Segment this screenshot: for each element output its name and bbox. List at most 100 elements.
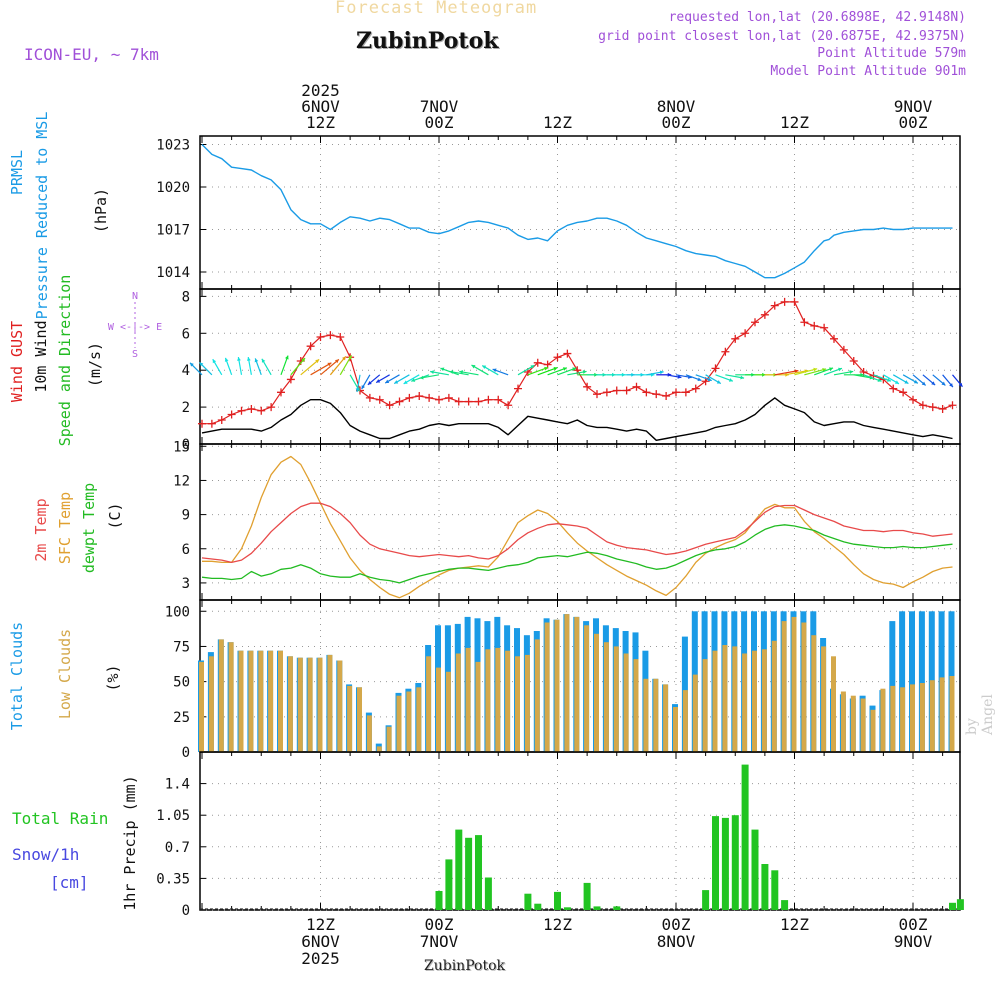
bottom-time-label: 2025 xyxy=(301,949,340,968)
gust-marker xyxy=(365,393,374,402)
wind-arrow-head xyxy=(189,362,194,367)
precip-bar xyxy=(563,907,571,910)
wind-arrow-head xyxy=(261,358,266,363)
gust-marker xyxy=(286,375,295,384)
rain-label: Total Rain xyxy=(12,809,108,828)
precip-bar xyxy=(712,816,719,910)
gust-marker xyxy=(672,388,680,397)
low-cloud-bar xyxy=(199,661,204,752)
top-time-label: 12Z xyxy=(306,113,335,132)
gust-marker xyxy=(207,419,216,428)
wind-arrow-head xyxy=(562,367,567,371)
low-cloud-bar xyxy=(396,695,402,752)
gust-marker xyxy=(277,388,285,397)
snow-label: Snow/1h xyxy=(12,845,79,864)
wind-arrow xyxy=(833,370,854,376)
y-tick-label: 0 xyxy=(182,903,190,919)
precip-bar xyxy=(435,891,443,910)
wind-arrow xyxy=(254,358,262,376)
low-cloud-bar xyxy=(317,657,323,752)
wind-arrow xyxy=(932,374,946,386)
dewpoint-line xyxy=(201,524,953,584)
gust-marker xyxy=(474,397,483,406)
precip-bar xyxy=(534,903,542,910)
y-tick-label: 12 xyxy=(173,473,190,489)
top-time-label: 00Z xyxy=(425,113,454,132)
low-cloud-bar xyxy=(910,684,915,752)
point-altitude: Point Altitude 579m xyxy=(817,46,966,61)
gust-marker xyxy=(889,384,898,393)
wind-arrow-shaft xyxy=(794,368,818,376)
wind-arrow xyxy=(892,374,909,385)
wind-speed-line xyxy=(201,397,953,441)
wind-arrow-head xyxy=(430,370,434,375)
temp-unit: (C) xyxy=(106,502,124,529)
wind-arrow xyxy=(481,365,499,376)
top-time-label: 2025 xyxy=(301,81,340,100)
gust-marker xyxy=(405,393,414,402)
model-altitude: Model Point Altitude 901m xyxy=(770,64,966,79)
panel-precip: 0 0.35 0.7 1.05 1.4 xyxy=(156,751,964,919)
wind-arrow xyxy=(902,374,919,384)
wind-arrow-head xyxy=(572,367,577,371)
gust-marker xyxy=(494,395,503,404)
wind-arrow xyxy=(384,374,400,384)
wind-arrow xyxy=(393,374,410,385)
wind-arrow xyxy=(246,356,252,375)
wind-arrow-head xyxy=(348,355,352,360)
gust-marker xyxy=(237,406,246,415)
precip-bar xyxy=(583,882,591,910)
wind-arrow-head xyxy=(385,379,390,384)
wind-arrow xyxy=(189,362,203,376)
low-cloud-bar xyxy=(603,642,609,752)
wind-arrow-head xyxy=(740,375,745,380)
wind-arrow xyxy=(355,374,361,393)
snow-unit: [cm] xyxy=(50,873,89,892)
gust-marker xyxy=(484,395,493,404)
low-cloud-bar xyxy=(386,726,392,752)
wind-arrow-head xyxy=(716,380,721,384)
temp-2m-label: 2m Temp xyxy=(32,498,50,561)
total-clouds-label: Total Clouds xyxy=(8,622,26,730)
wind-arrow-head xyxy=(212,359,217,364)
wind-arrow-head xyxy=(530,365,535,369)
wind-arrow-head xyxy=(449,370,454,374)
wind-arrow-head xyxy=(894,380,899,384)
wind-arrow xyxy=(527,366,549,376)
y-tick-label: 1017 xyxy=(156,223,190,239)
low-cloud-bar xyxy=(860,698,866,752)
precip-bar xyxy=(781,900,789,910)
precip-bar xyxy=(593,906,601,910)
gust-marker xyxy=(909,395,917,404)
precip-bar xyxy=(484,877,492,910)
compass-s: S xyxy=(132,349,138,360)
y-tick-label: 1023 xyxy=(156,138,190,154)
low-cloud-bar xyxy=(238,650,244,752)
wind-arrow-shaft xyxy=(527,366,549,376)
low-cloud-bar xyxy=(870,709,876,752)
wind-arrow-head xyxy=(849,370,854,374)
panel-clouds: 0 25 50 75 100 xyxy=(165,599,961,761)
wind-arrow xyxy=(403,374,420,385)
bottom-time-label: 12Z xyxy=(543,915,572,934)
wind-label: 10m Wind xyxy=(32,320,50,392)
gust-marker xyxy=(504,401,513,410)
total-cloud-bar xyxy=(899,611,906,752)
wind-arrow-head xyxy=(707,377,712,382)
pressure-line xyxy=(201,144,953,279)
bottom-time-label: 8NOV xyxy=(657,932,696,951)
gust-marker xyxy=(435,395,443,404)
wind-arrow-shaft xyxy=(804,368,827,376)
wind-arrow xyxy=(863,374,882,382)
y-tick-label: 0 xyxy=(182,745,190,761)
bottom-time-label: 7NOV xyxy=(420,932,459,951)
wind-arrow xyxy=(199,362,213,376)
gust-marker xyxy=(780,297,789,306)
wind-arrow xyxy=(695,374,712,382)
y-tick-label: 1.4 xyxy=(165,777,190,793)
wind-arrow-shaft xyxy=(784,370,809,376)
y-tick-label: 1.05 xyxy=(156,808,190,824)
gust-marker xyxy=(267,403,276,412)
gust-marker xyxy=(257,406,266,415)
gust-marker xyxy=(306,342,315,351)
